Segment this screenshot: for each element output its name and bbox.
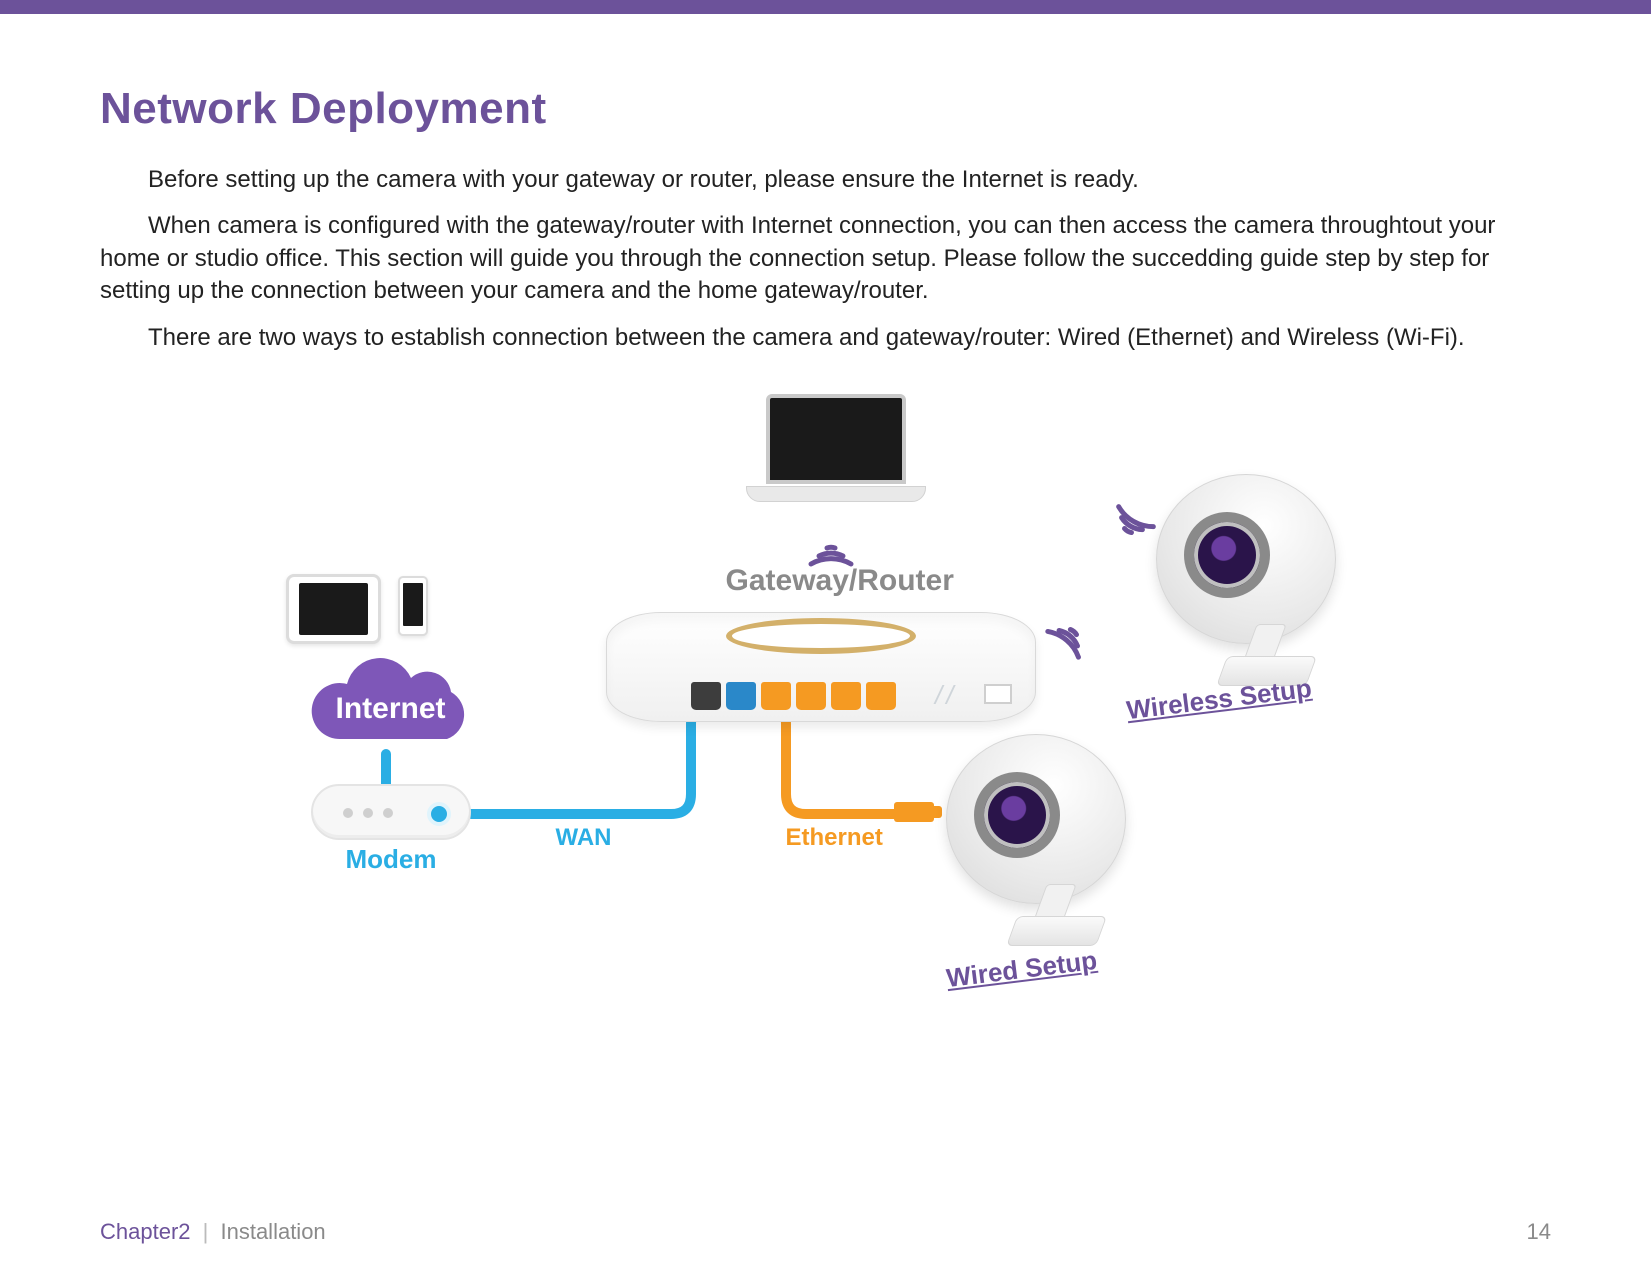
page-number: 14 xyxy=(1527,1219,1551,1245)
router-icon: // xyxy=(606,612,1036,742)
network-diagram: Internet // xyxy=(226,384,1426,1064)
camera-wired-icon xyxy=(926,734,1146,954)
page-title: Network Deployment xyxy=(100,84,1551,134)
header-bar xyxy=(0,0,1651,14)
page-footer: Chapter2 | Installation 14 xyxy=(100,1219,1551,1245)
footer-divider: | xyxy=(203,1219,209,1244)
modem-label: Modem xyxy=(346,844,437,875)
paragraph-3: There are two ways to establish connecti… xyxy=(100,322,1551,354)
intro-text: Before setting up the camera with your g… xyxy=(100,164,1551,354)
paragraph-2: When camera is configured with the gatew… xyxy=(100,210,1551,307)
camera-wireless-icon xyxy=(1136,474,1356,694)
tablet-icon xyxy=(286,574,381,644)
laptop-icon xyxy=(746,394,926,514)
phone-icon xyxy=(398,576,428,636)
ethernet-label: Ethernet xyxy=(786,824,883,852)
footer-section: Installation xyxy=(220,1219,325,1244)
modem-icon xyxy=(311,784,471,840)
internet-cloud-icon: Internet xyxy=(291,654,491,764)
wan-label: WAN xyxy=(556,824,612,852)
gateway-router-label: Gateway/Router xyxy=(726,564,954,598)
paragraph-1: Before setting up the camera with your g… xyxy=(100,164,1551,196)
page-content: Network Deployment Before setting up the… xyxy=(0,14,1651,1275)
internet-label: Internet xyxy=(291,692,491,726)
footer-chapter: Chapter2 xyxy=(100,1219,191,1244)
